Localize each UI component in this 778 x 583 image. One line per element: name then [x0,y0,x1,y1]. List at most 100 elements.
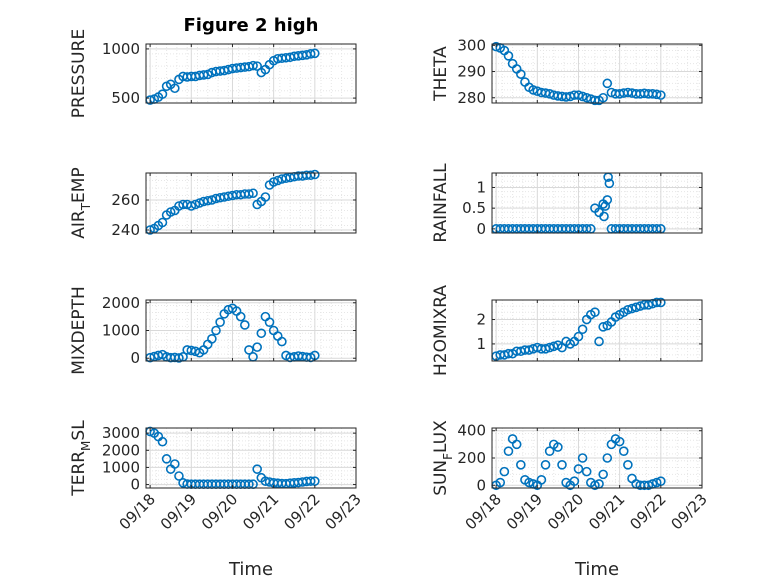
data-point [244,189,254,199]
data-point [577,91,588,102]
subplot-air-temp: 240 260 AIRTEMP [69,167,357,239]
subplot-h2omixra: 1 2 H2OMIXRA [431,285,703,376]
data-point [573,464,584,474]
data-point [252,464,262,474]
data-point [631,302,641,313]
x-tick-label: 09/22 [280,490,323,533]
data-series [491,297,666,361]
y-tick-label: 1000 [102,322,140,340]
data-point [602,78,613,89]
data-point [499,466,510,477]
data-point [198,70,209,80]
y-axis-label: SUNFLUX [431,420,455,496]
data-point [235,311,246,322]
data-point [651,89,662,100]
data-point [600,201,611,211]
data-point [598,322,608,332]
data-point [186,201,197,211]
axes-box [145,172,357,234]
data-point [157,89,168,99]
data-point [577,453,588,463]
y-tick-label: 1000 [102,40,140,58]
data-point [540,460,551,470]
data-point [656,90,666,100]
data-point [614,436,625,447]
data-series [145,303,320,363]
x-tick-label: 09/19 [503,490,546,533]
data-point [618,446,629,456]
data-point [511,439,522,450]
data-point [174,353,184,363]
data-point [174,471,184,481]
data-point [252,342,262,352]
data-point [553,442,563,452]
y-tick-label: 1000 [102,458,140,476]
y-tick-label: 500 [111,89,140,107]
subplot-mixdepth: 0 1000 2000 MIXDEPTH [69,286,357,375]
axes-box [491,43,703,104]
data-point [623,304,633,315]
data-point [215,317,225,327]
y-axis-label: H2OMIXRA [431,285,451,376]
y-axis-label: PRESSURE [69,29,89,118]
subplot-rainfall: 0 0.5 1 RAINFALL [431,163,703,243]
data-point [190,199,201,210]
y-tick-label: 2000 [102,294,140,312]
data-point [569,476,580,486]
data-point [524,345,534,355]
x-axis-label: Time [228,559,273,580]
x-tick-label: 09/20 [198,490,241,533]
x-tick-label: 09/18 [462,490,505,533]
plot-area [492,44,702,103]
y-axis-label: RAINFALL [431,163,451,243]
data-point [268,177,279,187]
data-point [544,446,555,456]
data-point [590,480,600,491]
x-tick-label: 09/23 [668,490,711,533]
y-tick-label: 0 [130,349,140,367]
data-point [594,336,604,347]
y-tick-label: 0 [476,220,486,238]
data-point [536,475,547,485]
data-point [256,328,267,339]
data-point [602,453,613,463]
data-point [627,303,637,314]
data-point [211,325,221,336]
axes-box [145,43,357,104]
y-tick-label: 3000 [102,424,140,442]
data-point [503,348,514,359]
data-point [540,343,551,354]
figure-title: Figure 2 high [184,15,319,36]
data-point [643,300,654,310]
data-point [277,336,287,347]
data-point [495,477,506,488]
data-point [516,69,526,79]
x-tick-label: 09/21 [585,490,628,533]
data-point [573,90,584,100]
y-tick-label: 290 [457,63,486,81]
data-point [656,297,666,308]
data-point [643,480,654,491]
y-axis-label: TERRMSL [69,420,93,497]
y-tick-label: 0 [476,476,486,494]
data-point [170,83,180,94]
y-tick-label: 300 [457,36,486,54]
data-point [157,217,168,228]
data-point [598,469,608,480]
y-tick-label: 0.5 [462,199,486,217]
x-tick-label: 09/22 [626,490,669,533]
subplot-pressure: 500 1000 PRESSURE Figure 2 high [69,15,357,118]
data-point [310,48,320,59]
y-tick-label: 0 [130,476,140,494]
y-tick-label: 2 [476,311,486,329]
data-point [305,49,316,59]
y-tick-label: 1 [476,335,486,353]
data-point [623,460,633,470]
data-point [260,192,271,202]
y-tick-label: 280 [457,89,486,107]
data-point [170,459,180,469]
